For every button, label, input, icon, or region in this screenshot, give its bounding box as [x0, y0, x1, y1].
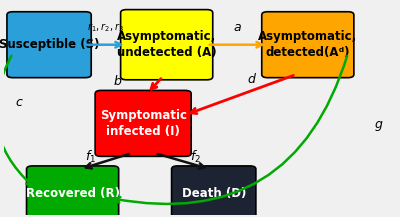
Text: $b$: $b$	[113, 74, 122, 88]
FancyArrowPatch shape	[210, 42, 262, 48]
FancyBboxPatch shape	[95, 90, 191, 156]
Text: Recovered (R): Recovered (R)	[26, 187, 120, 200]
FancyArrowPatch shape	[0, 56, 32, 186]
Text: Asymptomatic,
detected(Aᵈ): Asymptomatic, detected(Aᵈ)	[258, 30, 358, 59]
FancyBboxPatch shape	[7, 12, 91, 78]
Text: $f_2$: $f_2$	[190, 149, 201, 165]
FancyArrowPatch shape	[191, 76, 294, 113]
FancyBboxPatch shape	[121, 10, 213, 80]
Text: $c$: $c$	[15, 96, 24, 109]
Text: $a$: $a$	[233, 21, 242, 34]
Text: Asymptomatic,
undetected (A): Asymptomatic, undetected (A)	[117, 30, 216, 59]
Text: $r_1,r_2,r_3$: $r_1,r_2,r_3$	[87, 21, 124, 34]
FancyArrowPatch shape	[151, 79, 161, 89]
Text: Symptomatic
infected (I): Symptomatic infected (I)	[100, 109, 187, 138]
FancyBboxPatch shape	[262, 12, 354, 78]
FancyArrowPatch shape	[88, 42, 121, 48]
FancyBboxPatch shape	[26, 166, 119, 217]
FancyBboxPatch shape	[172, 166, 256, 217]
Text: $f_1$: $f_1$	[85, 149, 96, 165]
Text: $g$: $g$	[374, 118, 383, 133]
FancyArrowPatch shape	[114, 56, 347, 204]
FancyArrowPatch shape	[158, 154, 204, 169]
FancyArrowPatch shape	[86, 154, 129, 168]
Text: $d$: $d$	[248, 72, 258, 86]
Text: Susceptible (S): Susceptible (S)	[0, 38, 99, 51]
Text: Death (D): Death (D)	[182, 187, 246, 200]
